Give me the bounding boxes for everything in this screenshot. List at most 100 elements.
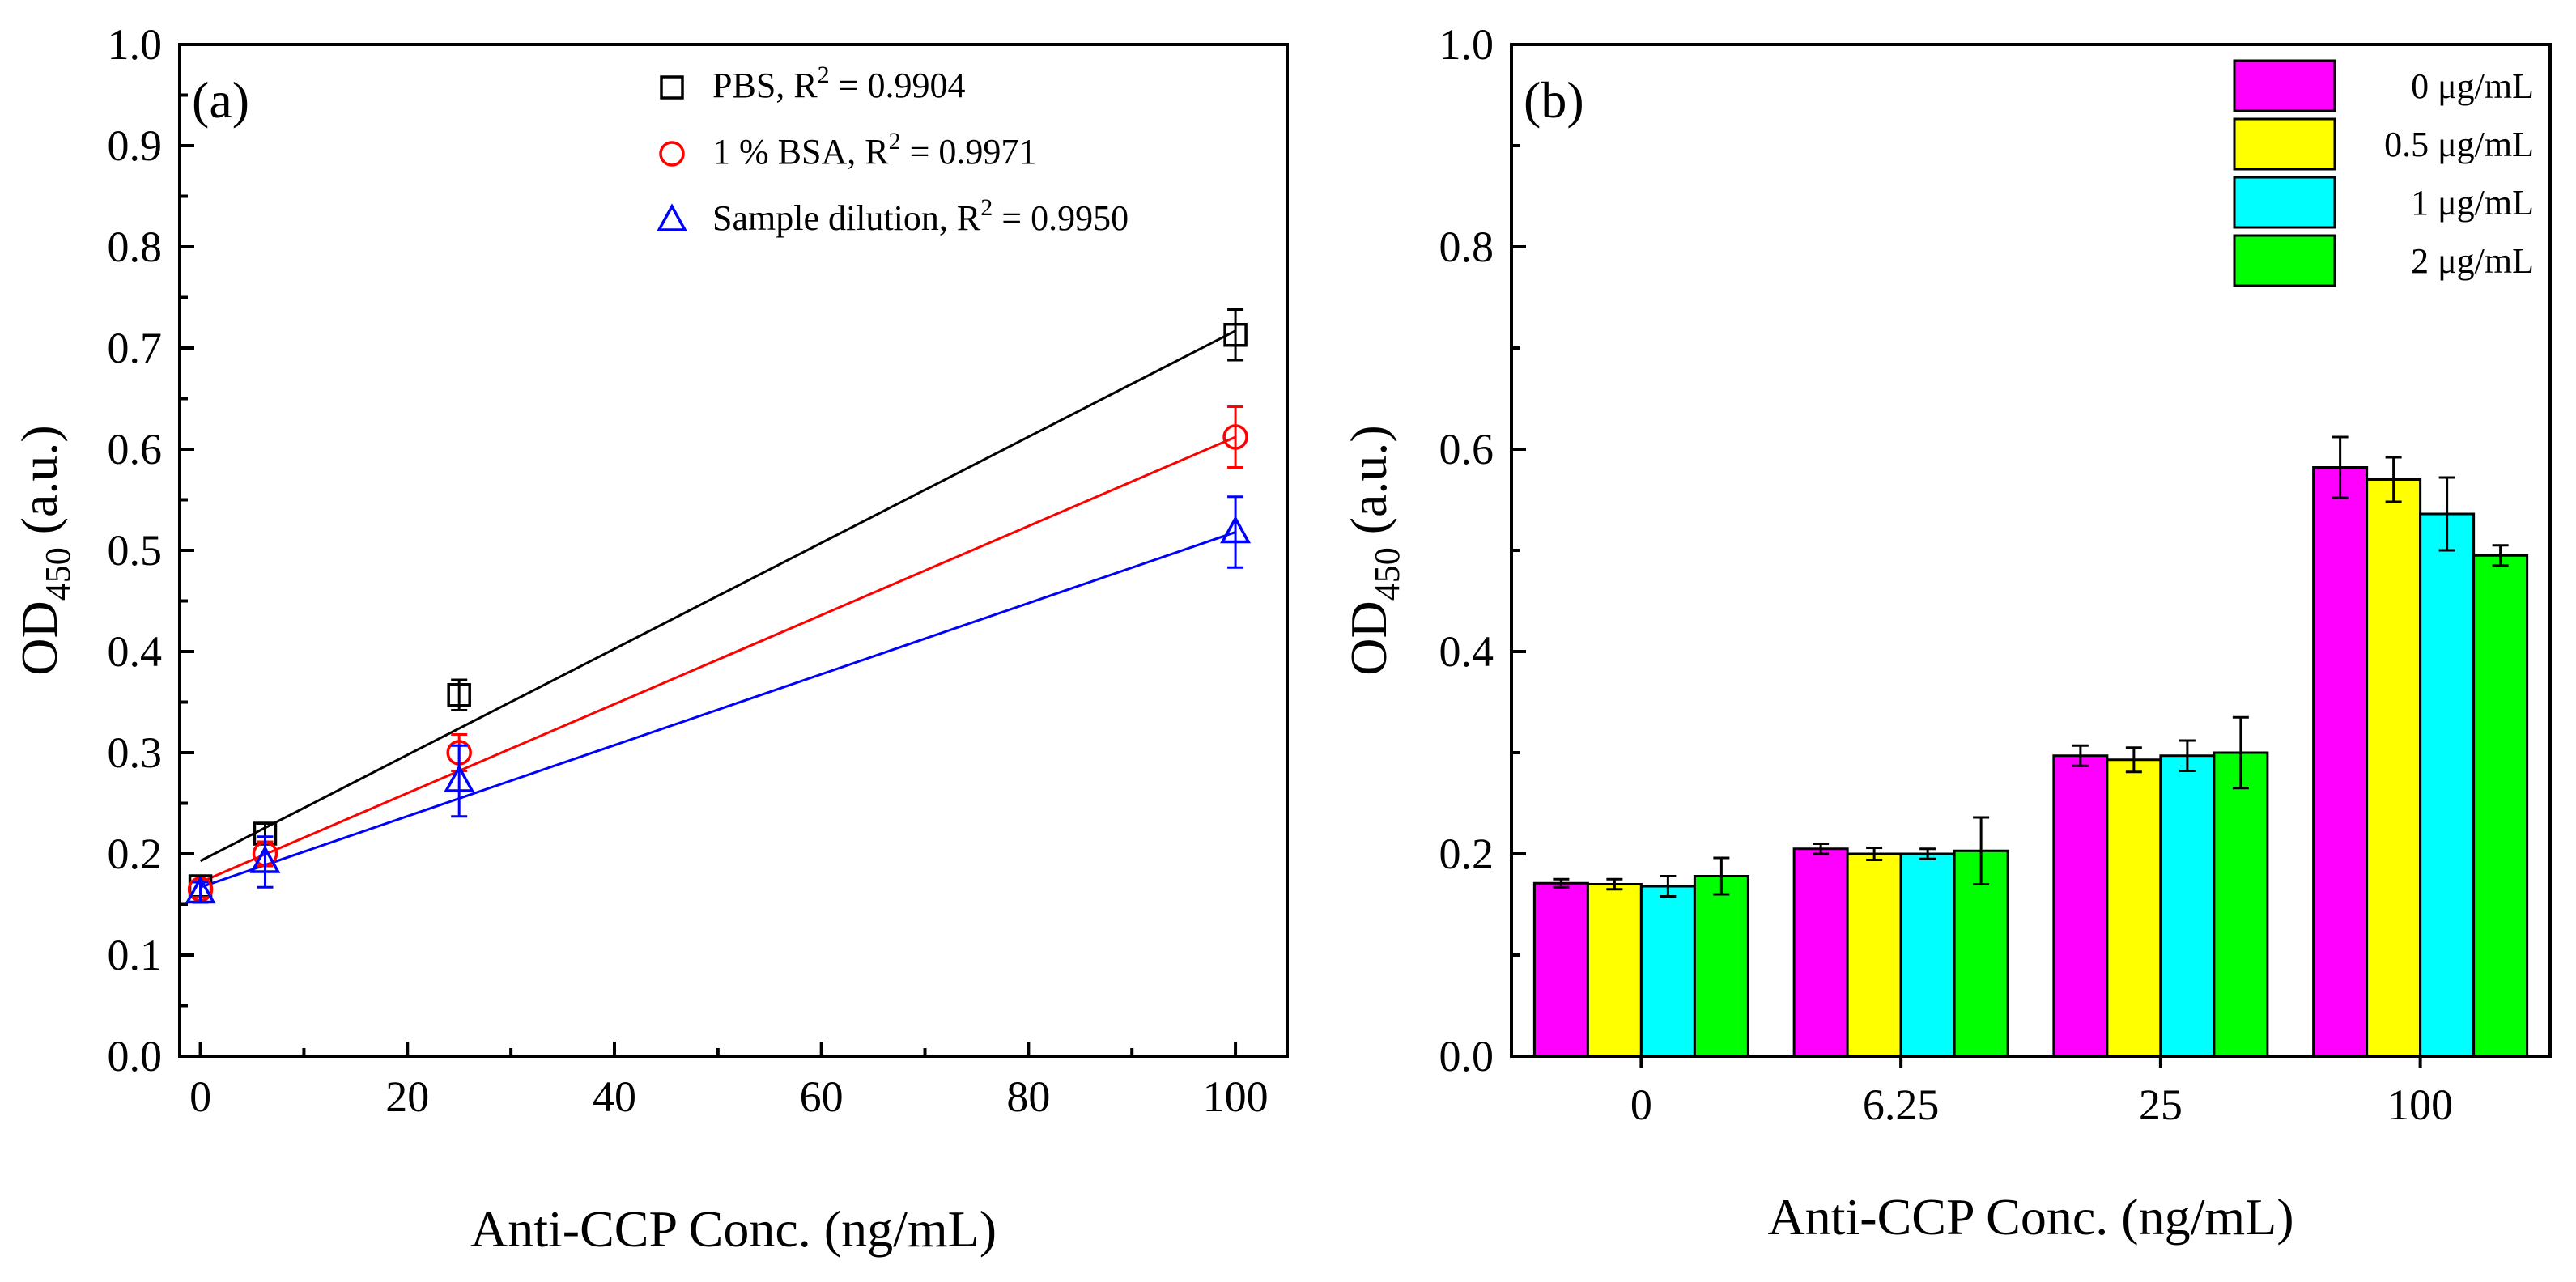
panel-b-y-tick-label: 1.0 xyxy=(1439,20,1494,69)
panel-b-label: (b) xyxy=(1524,71,1584,129)
panel-a-y-title-main: OD xyxy=(11,601,68,675)
fit-line xyxy=(199,329,1236,863)
panel-a-x-tick-label: 40 xyxy=(593,1072,636,1121)
legend-r2-value: = 0.9950 xyxy=(993,198,1129,238)
panel-b-y-tick-label: 0.0 xyxy=(1439,1032,1494,1080)
legend-r2-label: R xyxy=(957,198,981,238)
panel-a-data-points xyxy=(185,308,1252,904)
panel-b-x-tick-label: 100 xyxy=(2387,1080,2453,1129)
data-point-triangle xyxy=(249,845,281,873)
bar xyxy=(2052,754,2109,1058)
panel-a-x-axis-title: Anti-CCP Conc. (ng/mL) xyxy=(470,1200,997,1258)
panel-a-y-tick-label: 0.2 xyxy=(108,830,163,878)
legend-r2-value: = 0.9904 xyxy=(830,66,966,105)
panel-b-bars xyxy=(1532,435,2529,1058)
bar xyxy=(1639,885,1696,1058)
bar xyxy=(1792,847,1849,1058)
panel-a-y-title-unit: (a.u.) xyxy=(11,425,68,547)
panel-a-label: (a) xyxy=(192,71,249,129)
legend-swatch xyxy=(2233,59,2336,112)
legend-r2-value: = 0.9971 xyxy=(901,132,1037,172)
fit-line xyxy=(199,435,1236,884)
panel-b-y-tick-label: 0.8 xyxy=(1439,223,1494,271)
panel-a-y-tick-label: 0.0 xyxy=(108,1032,163,1080)
legend-swatch xyxy=(2233,234,2336,287)
bar xyxy=(2213,751,2269,1058)
panel-a-x-tick-label: 60 xyxy=(800,1072,844,1121)
panel-a-y-tick-label: 0.5 xyxy=(108,526,163,575)
legend-label: 1 μg/mL xyxy=(2411,183,2534,223)
bar xyxy=(2159,754,2216,1058)
panel-a-x-tick-label: 20 xyxy=(385,1072,429,1121)
legend-series-name: 1 % BSA, xyxy=(712,132,865,172)
panel-a-x-tick-label: 80 xyxy=(1006,1072,1050,1121)
panel-b-x-tick-label: 6.25 xyxy=(1863,1080,1940,1129)
panel-b-axes: 0.0 0.2 0.4 0.6 0.8 1.0 0 6.25 25 100 xyxy=(1439,20,2552,1129)
panel-a-y-tick-label: 0.6 xyxy=(108,425,163,473)
data-point-circle xyxy=(1222,424,1248,450)
legend-swatch xyxy=(2233,117,2336,171)
legend-label: 0.5 μg/mL xyxy=(2384,125,2534,164)
legend-r2-label: R xyxy=(793,66,818,105)
panel-b-x-tick-label: 0 xyxy=(1630,1080,1652,1129)
bar xyxy=(2366,478,2422,1058)
bar xyxy=(2106,758,2162,1058)
panel-a-y-title-subscript: 450 xyxy=(38,547,78,601)
legend-label: 2 μg/mL xyxy=(2411,241,2534,281)
panel-b-y-tick-label: 0.2 xyxy=(1439,830,1494,878)
panel-a-x-tick-label: 0 xyxy=(189,1072,211,1121)
legend-r2-superscript: 2 xyxy=(818,62,830,88)
bar xyxy=(2312,466,2369,1058)
bar xyxy=(2419,512,2476,1058)
panel-a-y-tick-label: 0.3 xyxy=(108,728,163,777)
legend-marker-circle xyxy=(659,141,685,167)
bar xyxy=(1586,883,1643,1058)
panel-a-y-tick-label: 0.1 xyxy=(108,931,163,979)
legend-marker-triangle xyxy=(657,203,687,231)
panel-a-y-tick-label: 0.7 xyxy=(108,324,163,372)
panel-b-y-title-main: OD xyxy=(1340,601,1397,675)
legend-label: 0 μg/mL xyxy=(2411,66,2534,106)
panel-a-fit-lines xyxy=(199,329,1236,889)
panel-a-y-tick-label: 1.0 xyxy=(108,20,163,69)
panel-a-scatter-chart: 0.0 0.1 0.2 0.3 0.4 0.5 0.6 0.7 0.8 0.9 1.0 0 20 40 60… xyxy=(11,20,1289,1258)
bar xyxy=(1899,852,1956,1058)
panel-a-y-axis-title: OD450 (a.u.) xyxy=(11,425,78,675)
bar xyxy=(1693,875,1749,1058)
legend-series-name: Sample dilution, xyxy=(712,198,957,238)
fit-line xyxy=(200,531,1236,889)
panel-b-y-axis-title: OD450 (a.u.) xyxy=(1340,425,1407,675)
panel-b-x-axis-title: Anti-CCP Conc. (ng/mL) xyxy=(1767,1188,2293,1246)
panel-b-y-title-unit: (a.u.) xyxy=(1340,425,1397,547)
bar xyxy=(1532,881,1589,1058)
data-point-triangle xyxy=(444,764,475,792)
data-point-triangle xyxy=(185,875,216,904)
panel-b-legend: 0 μg/mL 0.5 μg/mL 1 μg/mL 2 μg/mL xyxy=(2233,59,2534,287)
legend-r2-superscript: 2 xyxy=(889,128,901,155)
legend-series-name: PBS, xyxy=(712,66,793,105)
panel-a-plot-frame xyxy=(178,43,1289,1058)
panel-b-bar-chart: 0.0 0.2 0.4 0.6 0.8 1.0 0 6.25 25 100 (b) 0 μg/mL… xyxy=(1340,20,2552,1246)
panel-a-axes: 0.0 0.1 0.2 0.3 0.4 0.5 0.6 0.7 0.8 0.9 1.0 0 20 40 60… xyxy=(108,20,1289,1121)
data-point-triangle xyxy=(1220,515,1252,544)
bar xyxy=(2472,554,2529,1058)
legend-r2-superscript: 2 xyxy=(980,194,993,221)
panel-a-x-tick-label: 100 xyxy=(1203,1072,1269,1121)
legend-marker-square xyxy=(660,75,684,100)
legend-label: 1 % BSA, R2 = 0.9971 xyxy=(712,128,1036,172)
data-point-square xyxy=(1223,323,1248,347)
legend-r2-label: R xyxy=(865,132,889,172)
panel-a-y-tick-label: 0.8 xyxy=(108,223,163,271)
panel-a-y-tick-label: 0.4 xyxy=(108,627,163,676)
legend-label: Sample dilution, R2 = 0.9950 xyxy=(712,194,1129,238)
panel-b-y-tick-label: 0.6 xyxy=(1439,425,1494,473)
legend-swatch xyxy=(2233,176,2336,229)
data-point-square xyxy=(447,683,471,707)
panel-a-y-tick-label: 0.9 xyxy=(108,121,163,170)
panel-b-y-tick-label: 0.4 xyxy=(1439,627,1494,676)
panel-b-y-title-subscript: 450 xyxy=(1367,547,1407,601)
legend-label: PBS, R2 = 0.9904 xyxy=(712,62,965,105)
bar xyxy=(1846,852,1902,1058)
panel-b-x-tick-label: 25 xyxy=(2139,1080,2183,1129)
